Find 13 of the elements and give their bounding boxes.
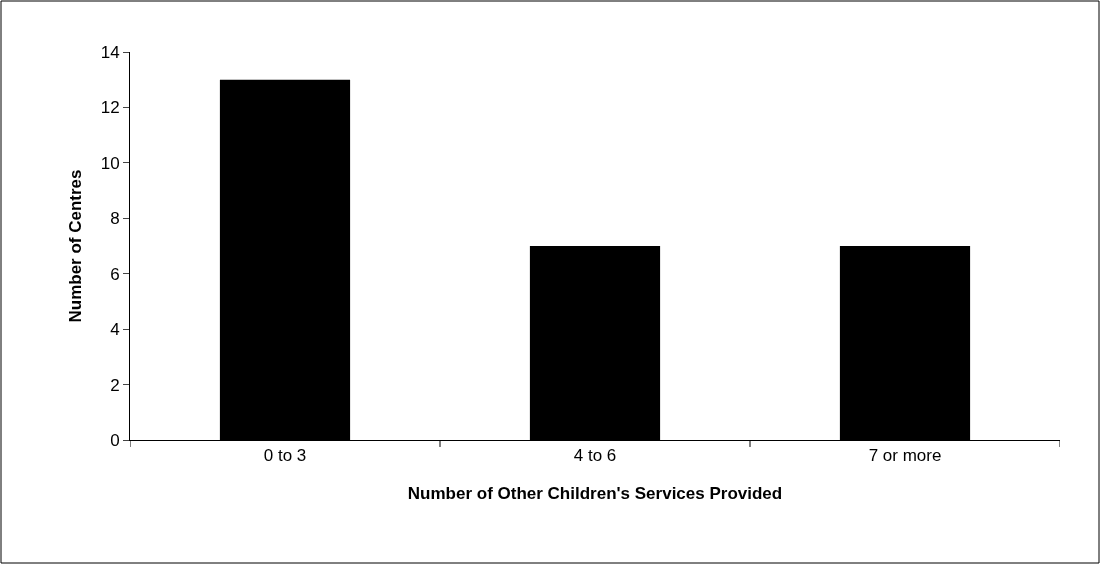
- x-tick-label: 7 or more: [868, 446, 942, 466]
- y-tick-label: 10: [100, 153, 120, 173]
- y-tick-label: 0: [110, 430, 120, 450]
- x-axis-title: Number of Other Children's Services Provided: [407, 483, 783, 503]
- y-tick-label: 2: [110, 375, 120, 395]
- x-tick-label: 0 to 3: [263, 446, 307, 466]
- y-axis-title: Number of Centres: [66, 169, 86, 323]
- y-tick-label: 4: [110, 320, 120, 340]
- x-tick-label: 4 to 6: [573, 446, 617, 466]
- y-tick-label: 6: [110, 264, 120, 284]
- y-tick-label: 14: [100, 42, 120, 62]
- y-tick-label: 12: [100, 98, 120, 118]
- y-tick-label: 8: [110, 209, 120, 229]
